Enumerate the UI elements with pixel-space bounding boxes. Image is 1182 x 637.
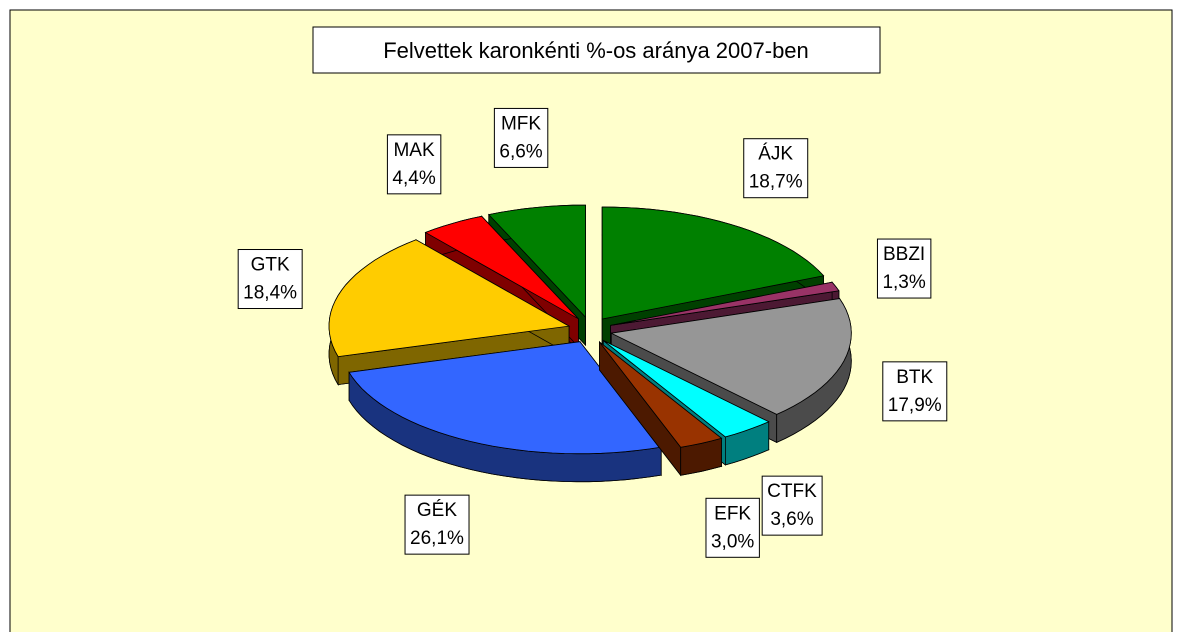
slice-top <box>610 281 840 326</box>
slice-top <box>609 298 852 415</box>
label-box <box>743 138 809 199</box>
label-value: 18,7% <box>749 172 803 193</box>
data-label: CTFK 3,6% <box>761 475 823 536</box>
slice-top <box>424 215 579 320</box>
label-box <box>876 238 932 299</box>
label-name: MFK <box>501 113 541 134</box>
chart-title: Felvettek karonkénti %-os aránya 2007-be… <box>383 38 809 63</box>
label-name: BTK <box>896 367 933 388</box>
slice <box>348 340 662 483</box>
label-value: 1,3% <box>882 272 925 293</box>
label-value: 18,4% <box>243 283 297 304</box>
slice <box>599 340 723 477</box>
label-value: 4,4% <box>392 168 435 189</box>
label-box <box>237 249 303 310</box>
slice-top <box>488 204 586 319</box>
label-box <box>761 475 823 536</box>
chart-area <box>9 9 1173 637</box>
slice-top <box>348 341 662 455</box>
slice-top <box>601 206 825 320</box>
label-name: EFK <box>714 503 751 524</box>
data-label: BBZI 1,3% <box>876 238 932 299</box>
label-name: GTK <box>251 255 290 276</box>
data-label: EFK 3,0% <box>705 497 760 558</box>
title-box <box>312 26 881 74</box>
label-value: 3,0% <box>711 531 754 552</box>
label-box <box>493 107 549 168</box>
data-label: ÁJK 18,7% <box>743 138 809 199</box>
data-label: MAK 4,4% <box>386 134 442 195</box>
label-value: 6,6% <box>499 141 542 162</box>
data-label: MFK 6,6% <box>493 107 549 168</box>
label-name: CTFK <box>767 481 817 502</box>
slice-top <box>328 239 571 358</box>
slice-top <box>599 341 723 448</box>
label-value: 3,6% <box>770 509 813 530</box>
slice-top <box>603 340 770 438</box>
data-label: BTK 17,9% <box>882 361 948 422</box>
data-label: GTK 18,4% <box>237 249 303 310</box>
label-value: 17,9% <box>888 395 942 416</box>
label-box <box>386 134 442 195</box>
data-label: GÉK 26,1% <box>404 494 470 555</box>
label-name: ÁJK <box>758 144 793 165</box>
label-box <box>705 497 760 558</box>
label-name: MAK <box>393 140 435 161</box>
label-name: BBZI <box>883 244 925 265</box>
label-box <box>882 361 948 422</box>
label-value: 26,1% <box>410 528 464 549</box>
label-box <box>404 494 470 555</box>
label-name: GÉK <box>417 500 457 521</box>
